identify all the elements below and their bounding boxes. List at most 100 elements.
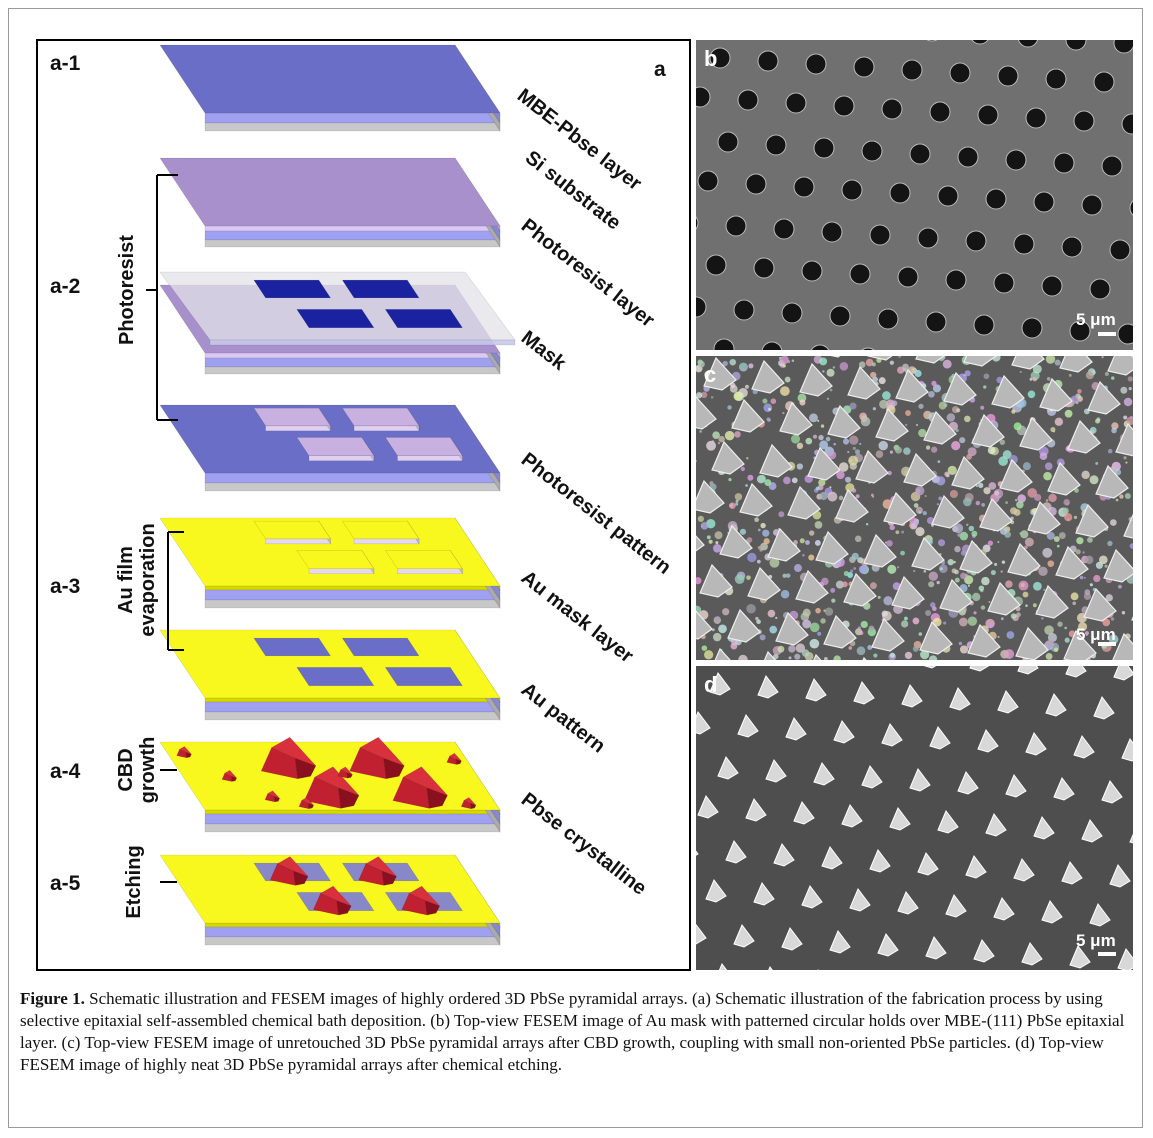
particle — [950, 490, 958, 498]
particle — [789, 656, 792, 659]
particle — [712, 431, 720, 439]
particle — [1042, 548, 1052, 558]
particle — [1123, 456, 1126, 459]
particle — [1046, 354, 1055, 363]
particle — [817, 632, 821, 636]
particle — [1118, 585, 1122, 589]
particle — [943, 621, 946, 624]
slab-top — [160, 45, 500, 113]
block-top — [297, 437, 374, 455]
particle — [1004, 649, 1014, 659]
particle — [872, 362, 876, 366]
particle — [1123, 415, 1127, 419]
particle — [1046, 499, 1049, 502]
hole — [1014, 234, 1034, 254]
particle — [725, 431, 735, 441]
block-top — [254, 408, 331, 426]
particle — [1082, 551, 1084, 553]
particle — [1108, 449, 1113, 454]
particle — [869, 626, 875, 632]
particle — [822, 370, 824, 372]
particle — [782, 412, 784, 414]
particle — [892, 400, 898, 406]
particle — [959, 618, 968, 627]
particle — [702, 645, 708, 651]
block-top — [254, 521, 331, 539]
hole — [1102, 156, 1122, 176]
block-top — [297, 550, 374, 568]
particle — [866, 523, 868, 525]
particle — [978, 483, 983, 488]
pyramid — [810, 970, 830, 980]
particle — [905, 410, 911, 416]
hole — [690, 87, 710, 107]
particle — [840, 362, 849, 371]
slab-top — [160, 158, 500, 226]
particle — [955, 578, 960, 583]
particle — [1014, 422, 1022, 430]
particle — [883, 596, 892, 605]
particle — [1085, 556, 1093, 564]
particle — [794, 654, 800, 660]
scale-label: 5 μm — [1076, 625, 1116, 644]
slab-front — [205, 113, 500, 123]
particle — [1064, 627, 1067, 630]
particle — [937, 460, 940, 463]
particle — [980, 406, 984, 410]
particle — [1130, 543, 1135, 548]
particle — [713, 544, 722, 553]
particle — [938, 497, 942, 501]
caption-label: Figure 1. — [20, 989, 85, 1008]
slab-front — [205, 483, 500, 491]
scale-label: 5 μm — [1076, 310, 1116, 329]
particle — [706, 441, 716, 451]
particle — [729, 503, 733, 507]
hole — [898, 267, 918, 287]
mask-window — [385, 309, 462, 327]
particle — [1095, 462, 1098, 465]
slab-front — [205, 923, 500, 927]
particle — [847, 451, 849, 453]
particle — [983, 487, 990, 494]
particle — [1034, 494, 1041, 501]
particle — [762, 398, 767, 403]
particle — [848, 456, 858, 466]
slab-front — [205, 824, 500, 832]
hole — [826, 15, 846, 35]
particle — [1059, 532, 1066, 539]
hole — [778, 12, 798, 32]
particle — [1119, 494, 1123, 498]
particle — [764, 538, 770, 544]
particle — [1063, 508, 1069, 514]
particle — [829, 486, 831, 488]
particle — [969, 526, 975, 532]
particle — [707, 535, 711, 539]
hole — [734, 300, 754, 320]
particle — [768, 408, 771, 411]
particle — [936, 581, 939, 584]
step-label: a-3 — [50, 575, 80, 598]
particle — [1129, 387, 1132, 390]
particle — [810, 639, 820, 649]
particle — [857, 646, 866, 655]
step-label: a-5 — [50, 872, 81, 895]
particle — [778, 646, 785, 653]
particle — [963, 374, 965, 376]
particle — [1101, 356, 1103, 358]
hole — [1122, 114, 1142, 134]
mask-window — [342, 280, 419, 298]
particle — [928, 391, 935, 398]
particle — [1057, 545, 1060, 548]
particle — [815, 540, 821, 546]
particle — [872, 496, 874, 498]
particle — [937, 503, 939, 505]
hole — [870, 225, 890, 245]
particle — [918, 404, 923, 409]
caption-text: Schematic illustration and FESEM images … — [20, 989, 1124, 1074]
particle — [735, 503, 738, 506]
particle — [786, 573, 791, 578]
particle — [713, 633, 721, 641]
slab-front — [205, 367, 500, 374]
particle — [1074, 516, 1077, 519]
hole — [774, 219, 794, 239]
